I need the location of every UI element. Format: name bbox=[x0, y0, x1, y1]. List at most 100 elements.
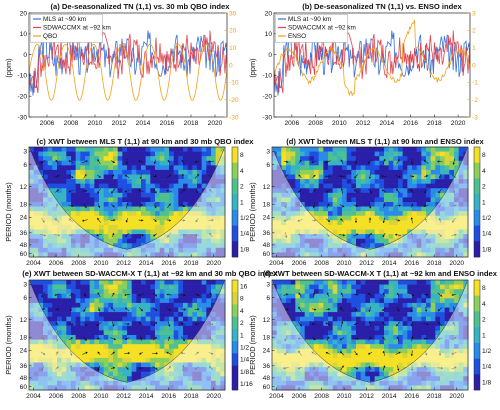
cell-e-2-5 bbox=[38, 302, 44, 308]
cell-e-35-9 bbox=[192, 321, 198, 327]
cell-f-21-21 bbox=[370, 376, 375, 382]
cell-e-17-13 bbox=[108, 339, 114, 345]
cell-e-20-11 bbox=[122, 330, 128, 336]
cell-d-18-14 bbox=[356, 211, 361, 217]
cell-f-18-13 bbox=[356, 339, 361, 345]
cell-e-29-10 bbox=[164, 325, 170, 331]
cell-e-5-5 bbox=[52, 302, 58, 308]
cell-d-24-22 bbox=[384, 247, 389, 253]
cell-e-40-8 bbox=[215, 316, 221, 322]
phase-arrow-head-d-6-6 bbox=[356, 233, 359, 236]
cell-e-16-6 bbox=[103, 307, 109, 313]
cell-d-28-12 bbox=[402, 202, 408, 207]
cell-f-40-10 bbox=[458, 325, 464, 331]
cell-e-10-23 bbox=[75, 385, 81, 391]
cell-c-37-2 bbox=[201, 156, 207, 162]
colorbar-step-e-8 bbox=[232, 377, 238, 391]
cell-e-18-9 bbox=[113, 321, 118, 327]
cell-e-26-14 bbox=[150, 344, 156, 350]
cell-e-6-1 bbox=[57, 284, 62, 290]
cell-d-18-1 bbox=[356, 151, 361, 157]
cell-d-17-1 bbox=[351, 151, 357, 157]
cell-c-21-6 bbox=[127, 174, 132, 180]
cell-f-36-9 bbox=[440, 321, 445, 327]
cell-f-40-21 bbox=[458, 376, 464, 382]
colorbar-label-e-2: 4 bbox=[240, 308, 244, 315]
cell-c-37-23 bbox=[201, 252, 207, 258]
cell-c-41-0 bbox=[220, 147, 226, 152]
cell-c-39-6 bbox=[211, 174, 216, 180]
cell-e-39-6 bbox=[211, 307, 216, 313]
cell-c-35-3 bbox=[192, 160, 198, 166]
y-tick-label-d-48: 48 bbox=[263, 242, 271, 249]
cell-c-4-5 bbox=[47, 169, 53, 175]
cell-e-19-13 bbox=[117, 339, 123, 345]
cell-e-29-20 bbox=[164, 371, 170, 377]
cell-f-40-8 bbox=[458, 316, 464, 322]
phase-arrow-d-4-1 bbox=[325, 160, 331, 164]
phase-arrow-head-c-9-6 bbox=[153, 234, 156, 237]
cell-c-33-6 bbox=[183, 174, 188, 180]
cell-f-19-8 bbox=[360, 316, 366, 322]
cell-e-35-17 bbox=[192, 357, 198, 363]
phase-arrow-head-d-6-5 bbox=[354, 221, 358, 223]
cell-f-19-4 bbox=[360, 298, 366, 304]
cell-d-17-13 bbox=[351, 206, 357, 212]
cell-e-36-14 bbox=[197, 344, 202, 350]
phase-arrow-head-d-9-2 bbox=[398, 175, 401, 178]
cell-f-7-15 bbox=[304, 348, 310, 354]
cell-c-10-11 bbox=[75, 197, 81, 203]
phase-arrow-e-12-3 bbox=[194, 322, 200, 326]
cell-f-9-18 bbox=[314, 362, 319, 368]
colorbar-label-d-5: 1/4 bbox=[482, 231, 491, 238]
cell-e-28-23 bbox=[159, 385, 165, 391]
cell-e-38-6 bbox=[206, 307, 212, 313]
cell-c-4-6 bbox=[47, 174, 53, 180]
cell-d-25-21 bbox=[388, 243, 394, 249]
cell-f-21-15 bbox=[370, 348, 375, 354]
cell-f-6-20 bbox=[300, 371, 305, 377]
cell-c-14-15 bbox=[94, 215, 100, 221]
cell-f-29-12 bbox=[407, 335, 413, 340]
cell-d-16-12 bbox=[346, 202, 352, 207]
cell-e-37-17 bbox=[201, 357, 207, 363]
cell-f-2-19 bbox=[281, 367, 287, 372]
cell-f-16-22 bbox=[346, 380, 352, 386]
cell-f-18-3 bbox=[356, 293, 361, 299]
cell-d-0-1 bbox=[272, 151, 277, 157]
cell-d-30-15 bbox=[412, 215, 417, 221]
cell-f-11-8 bbox=[323, 316, 329, 322]
cell-d-19-13 bbox=[360, 206, 366, 212]
cell-f-37-8 bbox=[444, 316, 450, 322]
cell-f-27-9 bbox=[398, 321, 403, 327]
cell-f-7-12 bbox=[304, 335, 310, 340]
cell-f-20-0 bbox=[365, 280, 371, 285]
cell-f-9-2 bbox=[314, 289, 319, 295]
cell-f-40-12 bbox=[458, 335, 464, 340]
cell-f-9-0 bbox=[314, 280, 319, 285]
cell-c-40-14 bbox=[215, 211, 221, 217]
phase-arrow-head-d-11-6 bbox=[425, 233, 428, 236]
cell-c-31-6 bbox=[173, 174, 179, 180]
cell-f-17-15 bbox=[351, 348, 357, 354]
cell-d-11-11 bbox=[323, 197, 329, 203]
cell-e-41-18 bbox=[220, 362, 226, 368]
cell-c-27-3 bbox=[155, 160, 160, 166]
cell-d-16-21 bbox=[346, 243, 352, 249]
cell-d-1-7 bbox=[276, 179, 282, 184]
cell-f-0-7 bbox=[272, 312, 277, 317]
phase-arrow-d-8-4 bbox=[382, 203, 386, 208]
cell-f-8-20 bbox=[309, 371, 315, 377]
cell-c-32-1 bbox=[178, 151, 184, 157]
phase-arrow-head-c-11-3 bbox=[183, 188, 186, 192]
phase-arrow-c-1-3 bbox=[40, 188, 46, 194]
cell-c-18-10 bbox=[113, 192, 118, 198]
cell-c-35-0 bbox=[192, 147, 198, 152]
cell-f-8-23 bbox=[309, 385, 315, 391]
cell-e-27-12 bbox=[155, 335, 160, 340]
cell-c-39-14 bbox=[211, 211, 216, 217]
cell-d-8-17 bbox=[309, 224, 315, 230]
cell-f-41-4 bbox=[463, 298, 469, 304]
phase-arrow-e-3-2 bbox=[69, 307, 73, 312]
cell-f-38-16 bbox=[449, 353, 455, 359]
